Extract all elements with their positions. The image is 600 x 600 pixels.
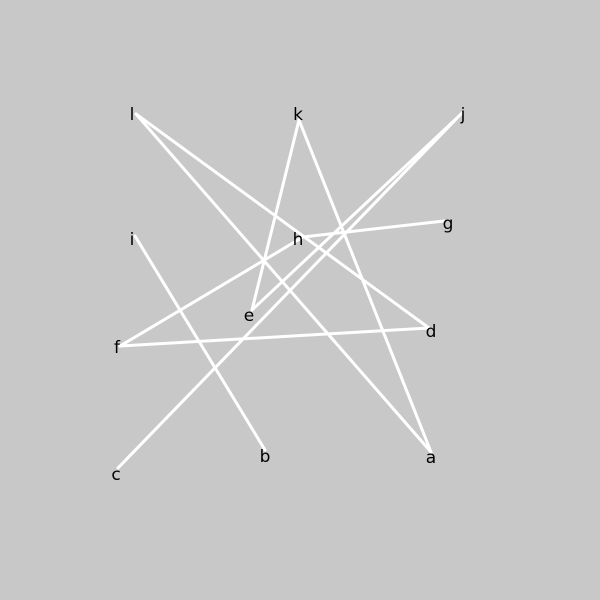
- node-label-a: a: [426, 448, 436, 468]
- edge-h-f: [118, 235, 305, 348]
- node-label-l: l: [130, 105, 135, 125]
- node-label-d: d: [426, 322, 437, 342]
- node-label-f: f: [114, 338, 121, 358]
- node-label-b: b: [260, 447, 271, 467]
- labels-layer: a b c d e f g h i j k l: [111, 105, 465, 485]
- edge-h-g: [301, 219, 446, 239]
- edge-k-e: [250, 118, 301, 312]
- edge-k-a: [297, 118, 433, 454]
- node-label-h: h: [293, 230, 304, 250]
- node-label-i: i: [130, 230, 135, 250]
- edge-f-d: [118, 326, 431, 348]
- node-label-g: g: [443, 214, 454, 234]
- node-label-c: c: [111, 465, 120, 485]
- edge-j-e: [250, 115, 460, 312]
- node-label-k: k: [293, 105, 303, 125]
- node-label-e: e: [244, 306, 254, 326]
- edges-layer: [116, 111, 464, 470]
- edge-j-c: [116, 111, 464, 470]
- edge-l-d: [134, 112, 431, 330]
- edge-i-b: [133, 234, 267, 452]
- node-label-j: j: [460, 105, 466, 125]
- edge-l-a: [134, 112, 433, 454]
